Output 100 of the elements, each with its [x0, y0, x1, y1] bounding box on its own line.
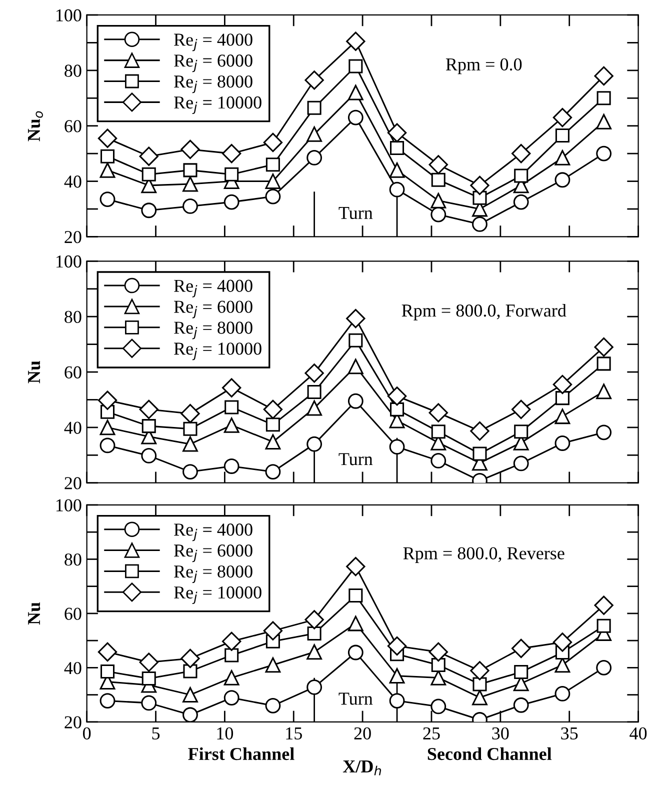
point: [348, 588, 363, 603]
y-tick-label: 40: [64, 422, 82, 434]
legend-label: Re$_{j}$ = 4000: [174, 34, 252, 52]
x-tick-label: 40: [630, 727, 647, 740]
legend-label: Re$_{j}$ = 8000: [174, 75, 252, 94]
point: [513, 194, 529, 210]
point: [596, 146, 612, 162]
point: [554, 686, 570, 702]
point: [472, 216, 488, 232]
point: [183, 664, 198, 678]
annotation: Turn: [338, 692, 373, 705]
point: [265, 657, 281, 673]
x-tick-label: 20: [354, 727, 371, 740]
point: [596, 91, 611, 106]
legend-label: Re$_{j}$ = 6000: [174, 300, 252, 318]
point: [346, 32, 366, 51]
point: [224, 648, 239, 662]
point: [554, 172, 570, 188]
point: [222, 632, 242, 651]
point: [596, 384, 612, 400]
y-axis-title: Nu$_{o}$: [28, 111, 43, 142]
point: [307, 384, 322, 399]
legend-label: Re$_{j}$ = 4000: [174, 524, 252, 542]
x-tick-label: 15: [286, 727, 302, 740]
point: [304, 610, 324, 630]
point: [306, 126, 322, 142]
point: [470, 661, 490, 680]
x-tick-label: 25: [423, 727, 440, 740]
point: [554, 408, 570, 424]
point: [430, 452, 446, 468]
point: [431, 424, 446, 439]
y-tick-label: 80: [64, 310, 82, 324]
point: [552, 374, 572, 394]
point: [182, 176, 198, 192]
point: [306, 680, 322, 695]
point: [596, 660, 612, 676]
point: [431, 172, 446, 187]
point: [555, 391, 570, 406]
x-tick-label: 10: [217, 727, 234, 740]
point: [554, 436, 570, 451]
point: [266, 158, 280, 172]
point: [100, 149, 115, 164]
point: [265, 434, 281, 450]
point: [306, 150, 322, 166]
point: [139, 652, 158, 672]
point: [142, 672, 156, 686]
point: [224, 194, 240, 210]
point: [306, 436, 322, 452]
y-tick-label: 60: [64, 120, 82, 132]
point: [142, 419, 156, 434]
point: [472, 677, 487, 692]
point: [594, 66, 614, 86]
point: [596, 424, 612, 440]
point: [387, 386, 407, 406]
point: [596, 618, 611, 633]
legend-label: Re$_{j}$ = 6000: [174, 54, 252, 72]
point: [389, 162, 405, 178]
point: [596, 356, 611, 371]
point: [224, 670, 240, 686]
point: [514, 424, 528, 439]
point: [596, 114, 612, 130]
point: [390, 141, 404, 156]
point: [346, 308, 366, 328]
y-axis-title: Nu: [28, 360, 40, 384]
point: [224, 458, 240, 474]
point: [142, 167, 156, 182]
point: [387, 636, 407, 656]
point: [389, 693, 405, 708]
point: [263, 621, 283, 640]
y-tick-label: 80: [64, 553, 82, 566]
point: [139, 400, 158, 420]
point: [348, 616, 364, 632]
y-tick-label: 40: [64, 662, 82, 674]
point: [266, 418, 280, 432]
point: [265, 188, 281, 204]
point: [552, 632, 572, 652]
point: [98, 390, 118, 410]
point: [348, 358, 364, 374]
point: [307, 626, 322, 641]
point: [263, 132, 283, 152]
point: [348, 333, 363, 348]
point: [348, 84, 364, 100]
y-tick-label: 100: [56, 499, 82, 512]
point: [183, 163, 198, 178]
point: [222, 378, 242, 398]
point: [346, 556, 366, 576]
x-tick-label: 5: [152, 728, 160, 740]
point: [139, 146, 158, 166]
point: [306, 400, 322, 416]
y-tick-label: 20: [64, 477, 82, 490]
point: [304, 364, 324, 383]
point: [387, 123, 407, 142]
point: [348, 393, 364, 409]
point: [182, 687, 198, 703]
point: [180, 404, 200, 424]
x-axis-title: X/D$_{h}$: [342, 760, 382, 776]
point: [428, 155, 448, 174]
point: [470, 176, 490, 196]
point: [100, 438, 116, 454]
point: [513, 697, 529, 713]
